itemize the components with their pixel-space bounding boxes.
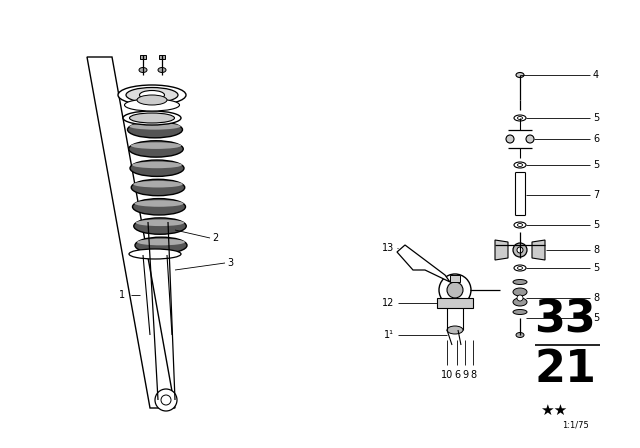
Circle shape [439,274,471,306]
Text: 2: 2 [212,233,218,243]
Text: 4: 4 [593,70,599,80]
Ellipse shape [447,326,463,334]
Circle shape [447,282,463,298]
Text: 5: 5 [593,263,599,273]
Ellipse shape [131,179,185,196]
Bar [140,55,146,59]
Text: 5: 5 [593,160,599,170]
Ellipse shape [516,73,524,78]
Ellipse shape [118,85,186,105]
Ellipse shape [137,95,167,105]
Ellipse shape [123,111,181,125]
Ellipse shape [140,90,164,99]
Text: 5: 5 [593,113,599,123]
Text: 7: 7 [593,190,599,200]
Ellipse shape [136,220,184,226]
Ellipse shape [134,218,186,234]
Text: 10: 10 [441,370,453,380]
Text: 1: 1 [119,290,125,300]
Ellipse shape [125,99,179,111]
Text: 5: 5 [593,313,599,323]
Text: 13: 13 [381,243,394,253]
Ellipse shape [137,239,185,246]
Ellipse shape [134,200,184,207]
Text: 8: 8 [470,370,476,380]
Bar [450,275,460,282]
Ellipse shape [514,222,526,228]
Ellipse shape [506,135,514,143]
Ellipse shape [518,224,522,227]
Polygon shape [495,240,508,260]
Circle shape [161,395,171,405]
Text: 5: 5 [593,220,599,230]
Ellipse shape [158,68,166,73]
Ellipse shape [129,249,181,259]
Ellipse shape [518,116,522,120]
Text: 12: 12 [381,298,394,308]
Bar [159,55,165,59]
Ellipse shape [518,267,522,270]
Ellipse shape [135,237,187,254]
Ellipse shape [129,113,175,123]
Text: 3: 3 [227,258,233,268]
Ellipse shape [514,162,526,168]
Ellipse shape [514,115,526,121]
Text: ★★: ★★ [540,402,567,418]
Ellipse shape [514,265,526,271]
Polygon shape [397,245,450,282]
Polygon shape [532,240,545,260]
Circle shape [155,389,177,411]
Text: 1:1/75: 1:1/75 [562,421,588,430]
Ellipse shape [513,310,527,314]
Ellipse shape [133,181,183,188]
Text: 9: 9 [462,370,468,380]
Ellipse shape [126,87,178,103]
Bar [437,298,473,308]
Ellipse shape [139,68,147,73]
Ellipse shape [513,243,527,257]
Text: 21: 21 [534,349,596,392]
Text: 8: 8 [593,245,599,255]
Text: 1¹: 1¹ [384,330,394,340]
Text: 33: 33 [534,298,596,341]
Ellipse shape [517,295,523,301]
Text: 6: 6 [593,134,599,144]
Ellipse shape [513,288,527,296]
Ellipse shape [516,332,524,337]
Ellipse shape [513,280,527,284]
Ellipse shape [526,135,534,143]
Ellipse shape [127,121,182,138]
Ellipse shape [132,162,182,168]
Ellipse shape [132,198,186,215]
Ellipse shape [129,141,183,157]
Ellipse shape [513,298,527,306]
Ellipse shape [129,123,180,129]
Ellipse shape [517,247,523,253]
Ellipse shape [130,160,184,177]
Ellipse shape [518,164,522,167]
Text: 8: 8 [593,293,599,303]
Text: 6: 6 [454,370,460,380]
Ellipse shape [131,142,181,149]
